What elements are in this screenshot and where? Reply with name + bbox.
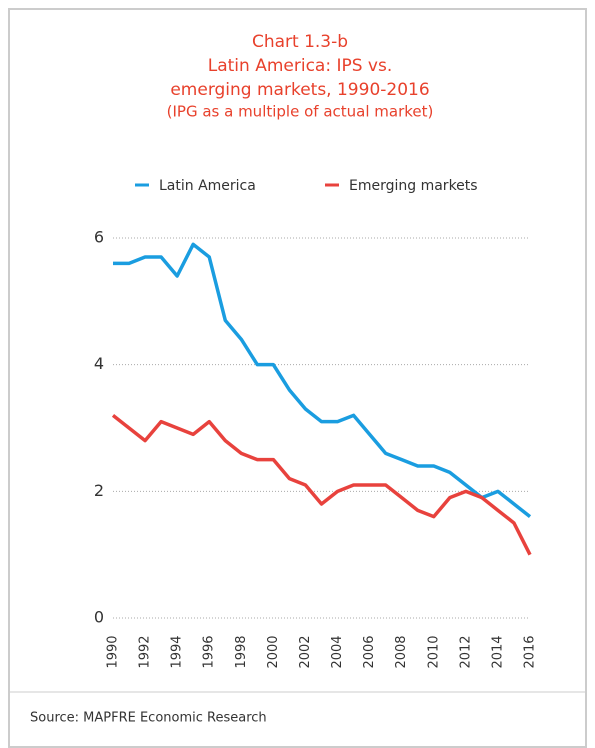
y-tick-label: 6 bbox=[94, 228, 104, 247]
x-tick-label: 2012 bbox=[458, 635, 473, 668]
y-tick-label: 0 bbox=[94, 608, 104, 627]
x-tick-label: 1990 bbox=[106, 635, 121, 668]
x-tick-label: 2002 bbox=[298, 635, 313, 668]
x-tick-label: 1994 bbox=[170, 635, 185, 668]
legend-label: Latin America bbox=[159, 178, 256, 194]
x-tick-label: 1996 bbox=[202, 635, 217, 668]
x-tick-label: 2006 bbox=[362, 635, 377, 668]
x-tick-label: 2000 bbox=[266, 635, 281, 668]
x-tick-label: 2008 bbox=[394, 635, 409, 668]
frame bbox=[8, 8, 587, 748]
chart-title: Chart 1.3-b bbox=[252, 32, 348, 52]
chart-subtitle: emerging markets, 1990-2016 bbox=[170, 80, 429, 100]
x-tick-label: 1992 bbox=[138, 635, 153, 668]
x-tick-label: 2004 bbox=[330, 635, 345, 668]
series-line bbox=[111, 413, 532, 556]
x-tick-label: 2014 bbox=[490, 635, 505, 668]
chart-subtitle: (IPG as a multiple of actual market) bbox=[167, 103, 434, 121]
source-note: Source: MAPFRE Economic Research bbox=[30, 711, 267, 726]
legend-label: Emerging markets bbox=[349, 178, 478, 194]
chart-subtitle: Latin America: IPS vs. bbox=[208, 56, 393, 76]
series-line bbox=[113, 242, 532, 519]
y-tick-label: 4 bbox=[94, 354, 104, 373]
x-tick-label: 1998 bbox=[234, 635, 249, 668]
x-tick-label: 2010 bbox=[426, 635, 441, 668]
y-tick-label: 2 bbox=[94, 481, 104, 500]
x-tick-label: 2016 bbox=[523, 635, 538, 668]
